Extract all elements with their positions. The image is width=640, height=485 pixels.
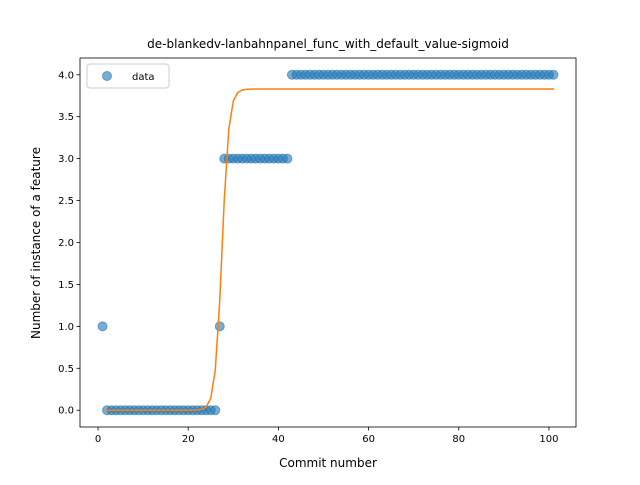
data-point xyxy=(282,153,293,164)
x-axis-label: Commit number xyxy=(279,456,377,470)
y-tick-label: 1.0 xyxy=(58,322,74,333)
legend-marker xyxy=(102,71,112,81)
legend-label-data: data xyxy=(132,72,155,83)
y-tick-label: 3.0 xyxy=(58,154,74,165)
legend: data xyxy=(86,63,170,89)
y-tick-label: 0.5 xyxy=(58,364,74,375)
x-tick-label: 0 xyxy=(95,434,101,445)
y-axis-label: Number of instance of a feature xyxy=(29,147,43,339)
data-point xyxy=(548,69,559,80)
y-tick-label: 0.0 xyxy=(58,406,74,417)
y-tick-label: 4.0 xyxy=(58,70,74,81)
x-tick-label: 60 xyxy=(362,434,375,445)
x-tick-label: 20 xyxy=(182,434,195,445)
x-tick-label: 100 xyxy=(539,434,558,445)
x-tick-label: 40 xyxy=(272,434,285,445)
data-point xyxy=(214,321,225,332)
legend-box xyxy=(86,63,170,89)
fit-line xyxy=(106,88,555,411)
y-tick-label: 1.5 xyxy=(58,280,74,291)
data-point xyxy=(97,321,108,332)
data-point xyxy=(210,405,221,416)
axes: 0 20 40 60 80 100 0.0 0.5 1.0 1.5 2.0 2.5 3.0 3.5 4.0 xyxy=(58,57,577,445)
y-tick-label: 2.0 xyxy=(58,238,74,249)
y-tick-label: 3.5 xyxy=(58,112,74,123)
chart-title: de-blankedv-lanbahnpanel_func_with_defau… xyxy=(147,37,509,51)
x-tick-label: 80 xyxy=(452,434,465,445)
y-tick-label: 2.5 xyxy=(58,196,74,207)
plot-area xyxy=(97,69,559,416)
